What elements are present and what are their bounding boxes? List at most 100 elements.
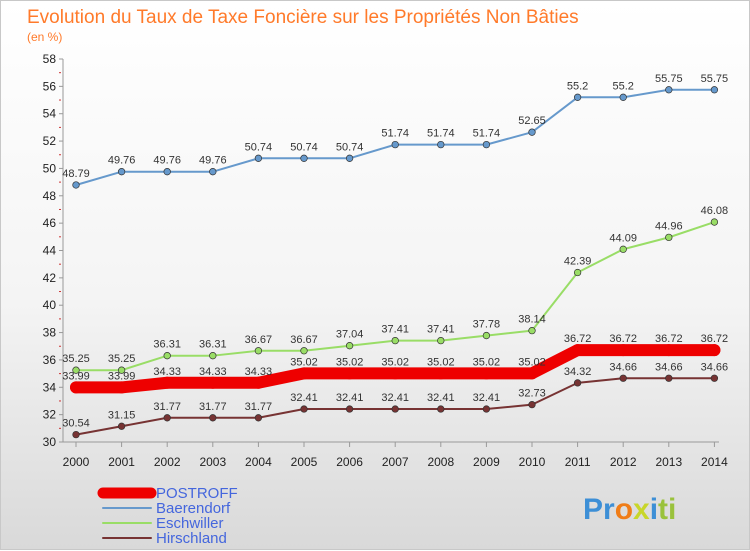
data-point-hirschland (619, 374, 627, 382)
x-tick-label: 2008 (427, 455, 454, 469)
data-label-eschwiller: 44.09 (609, 232, 637, 244)
data-point-baerendorf (528, 128, 536, 136)
data-label-hirschland: 31.15 (108, 409, 136, 421)
y-tick-label: 34 (43, 380, 57, 394)
data-label-eschwiller: 37.04 (336, 329, 364, 341)
x-tick-label: 2010 (519, 455, 546, 469)
y-ticks: 30 32 34 36 38 40 42 44 46 48 50 52 54 56 58 (43, 52, 63, 449)
data-point-hirschland (300, 405, 308, 413)
data-label-postroff: 35.02 (473, 356, 501, 368)
y-tick-label: 42 (43, 271, 57, 285)
series-layer (70, 86, 721, 439)
data-label-baerendorf: 50.74 (245, 141, 273, 153)
data-point-hirschland (163, 414, 171, 422)
data-label-postroff: 35.02 (290, 356, 318, 368)
data-label-eschwiller: 37.41 (381, 324, 409, 336)
data-label-baerendorf: 55.2 (612, 80, 633, 92)
data-label-baerendorf: 55.2 (567, 80, 588, 92)
data-label-hirschland: 34.66 (655, 361, 683, 373)
data-point-baerendorf (254, 154, 263, 162)
proxiti-logo: Proxiti (583, 493, 676, 526)
data-point-postroff (70, 381, 82, 394)
data-point-baerendorf (665, 86, 673, 94)
data-point-eschwiller (209, 352, 217, 360)
data-point-postroff (617, 344, 630, 357)
data-label-baerendorf: 50.74 (336, 141, 364, 153)
data-point-baerendorf (391, 140, 399, 149)
data-point-eschwiller (345, 342, 354, 350)
data-point-hirschland (528, 401, 536, 409)
data-point-postroff (206, 376, 219, 389)
data-label-hirschland: 34.66 (701, 361, 729, 373)
y-tick-label: 48 (43, 189, 57, 203)
data-point-baerendorf (482, 140, 491, 149)
logo-part: ti (658, 493, 676, 526)
data-label-eschwiller: 37.41 (427, 324, 455, 336)
data-point-hirschland (710, 374, 719, 382)
x-tick-label: 2012 (610, 455, 637, 469)
data-point-eschwiller (163, 352, 171, 360)
data-label-postroff: 34.33 (245, 366, 273, 378)
data-label-postroff: 35.02 (518, 356, 546, 368)
data-point-hirschland (665, 374, 673, 382)
data-label-baerendorf: 49.76 (108, 155, 136, 167)
logo-part: i (650, 493, 658, 526)
legend-label-hirschland: Hirschland (156, 530, 227, 547)
data-point-postroff (252, 376, 265, 389)
data-label-postroff: 36.72 (701, 333, 729, 345)
data-label-baerendorf: 49.76 (199, 155, 227, 167)
data-label-baerendorf: 49.76 (153, 155, 181, 167)
data-label-postroff: 34.33 (199, 366, 227, 378)
data-point-hirschland (391, 405, 399, 413)
data-label-postroff: 34.33 (153, 366, 181, 378)
x-tick-label: 2005 (291, 455, 318, 469)
data-label-hirschland: 34.32 (564, 366, 592, 378)
data-point-postroff (526, 367, 538, 380)
data-labels: 33.99 33.99 34.33 34.33 34.33 35.02 35.02 35.02… (62, 73, 728, 430)
data-point-eschwiller (665, 233, 673, 242)
data-point-eschwiller (254, 347, 263, 355)
unit-label: (en %) (27, 30, 62, 44)
data-label-baerendorf: 51.74 (427, 128, 455, 140)
x-tick-label: 2001 (108, 455, 135, 469)
data-point-postroff (434, 367, 447, 380)
data-point-baerendorf (619, 93, 627, 101)
data-point-postroff (298, 367, 310, 380)
logo-part: Pr (583, 493, 615, 526)
x-tick-label: 2003 (199, 455, 226, 469)
data-point-hirschland (254, 414, 263, 422)
data-label-postroff: 35.02 (336, 356, 364, 368)
y-tick-label: 44 (43, 244, 57, 258)
data-label-hirschland: 31.77 (199, 401, 227, 413)
logo-part: x (633, 493, 650, 526)
data-label-hirschland: 30.54 (62, 418, 90, 430)
x-tick-label: 2013 (655, 455, 682, 469)
data-point-postroff (662, 344, 675, 357)
data-point-postroff (161, 376, 174, 389)
data-point-postroff (343, 367, 356, 380)
data-label-eschwiller: 42.39 (564, 256, 592, 268)
data-label-baerendorf: 51.74 (381, 128, 409, 140)
chart-title: Evolution du Taux de Taxe Foncière sur l… (27, 7, 579, 28)
data-point-hirschland (482, 405, 491, 413)
x-tick-label: 2004 (245, 455, 272, 469)
data-point-hirschland (345, 405, 354, 413)
data-label-baerendorf: 48.79 (62, 168, 90, 180)
data-point-eschwiller (573, 268, 582, 277)
data-label-postroff: 33.99 (62, 370, 90, 382)
data-point-eschwiller (300, 347, 308, 355)
data-label-baerendorf: 55.75 (701, 73, 729, 85)
x-tick-label: 2002 (154, 455, 181, 469)
y-tick-label: 40 (43, 298, 57, 312)
x-tick-label: 2000 (63, 455, 90, 469)
data-label-postroff: 35.02 (427, 356, 455, 368)
data-point-baerendorf (710, 86, 719, 94)
data-point-postroff (480, 367, 493, 380)
legend-label-baerendorf: Baerendorf (156, 500, 231, 517)
data-label-eschwiller: 36.67 (290, 334, 318, 346)
y-tick-label: 50 (43, 161, 57, 175)
logo-part: o (615, 493, 633, 526)
y-tick-label: 38 (43, 326, 57, 340)
data-point-hirschland (573, 379, 582, 387)
